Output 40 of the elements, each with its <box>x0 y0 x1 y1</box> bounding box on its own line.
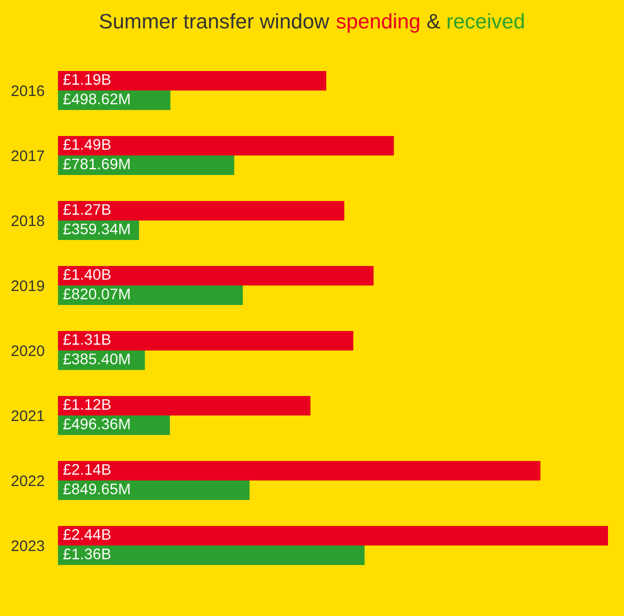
bar <box>58 396 310 416</box>
bar <box>58 286 243 305</box>
bar <box>58 201 344 220</box>
bar <box>58 526 608 546</box>
y-tick-label: 2016 <box>12 85 44 96</box>
data-label: £849.65M <box>63 484 130 494</box>
y-tick-label: 2019 <box>12 280 44 292</box>
bar <box>58 156 234 175</box>
data-label: £496.36M <box>63 418 130 430</box>
y-tick-label: 2017 <box>12 150 44 162</box>
y-tick-label: 2021 <box>12 410 44 422</box>
bar <box>58 71 326 90</box>
data-label: £820.07M <box>63 288 130 300</box>
data-label: £385.40M <box>63 354 130 364</box>
data-label: £1.31B <box>63 334 110 345</box>
data-label: £1.27B <box>63 204 110 215</box>
bar <box>58 331 354 350</box>
y-tick-label: 2020 <box>12 345 44 356</box>
y-tick-label: 2018 <box>12 215 44 226</box>
bar <box>58 136 394 156</box>
data-label: £1.49B <box>63 139 110 150</box>
text: & <box>427 14 440 29</box>
data-label: £1.19B <box>63 74 110 85</box>
chart-title: Summer transfer window <box>100 13 330 29</box>
bar <box>58 266 374 286</box>
data-label: £2.14B <box>63 464 110 475</box>
bar <box>58 546 365 565</box>
y-tick-label: 2023 <box>12 540 44 552</box>
data-label: £359.34M <box>63 224 130 234</box>
bar <box>58 480 250 500</box>
data-label: £498.62M <box>63 94 130 104</box>
bar <box>58 461 540 480</box>
data-label: £1.12B <box>63 399 110 410</box>
series-label: spending <box>336 13 420 33</box>
y-tick-label: 2022 <box>12 475 44 486</box>
text: received <box>448 13 524 29</box>
data-label: £2.44B <box>63 529 110 540</box>
data-label: £1.40B <box>63 269 110 280</box>
data-label: £1.36B <box>63 548 110 560</box>
data-label: £781.69M <box>63 158 130 170</box>
